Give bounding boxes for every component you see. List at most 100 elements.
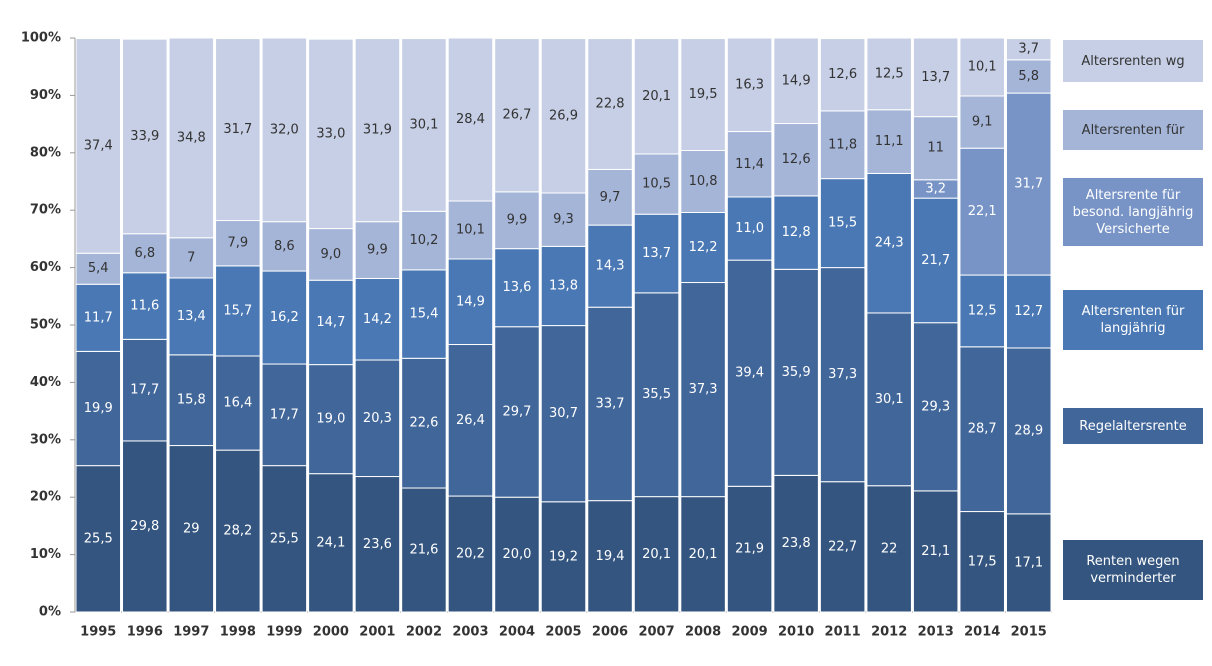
data-label: 35,9	[782, 365, 811, 380]
data-label: 16,4	[223, 396, 252, 411]
data-label: 17,5	[968, 554, 997, 569]
bar-segment	[261, 37, 308, 223]
bar-segment	[726, 37, 773, 133]
bar-segment	[261, 363, 308, 467]
data-label: 17,7	[270, 407, 299, 422]
data-label: 10,1	[456, 223, 485, 238]
x-tick-label: 2011	[825, 625, 861, 640]
data-label: 37,3	[689, 382, 718, 397]
bar-segment	[680, 282, 726, 498]
bar-segment	[773, 474, 819, 613]
bar-segment	[726, 131, 773, 198]
data-label: 9,9	[367, 243, 388, 258]
bar-segment	[959, 511, 1005, 613]
data-label: 35,5	[642, 387, 671, 402]
bar-segment	[959, 37, 1005, 97]
data-label: 11,8	[828, 137, 857, 152]
x-tick-label: 2010	[778, 625, 814, 640]
x-tick-label: 2012	[871, 625, 907, 640]
data-label: 21,6	[409, 543, 438, 558]
bar-segment	[122, 440, 168, 613]
bar-segment	[912, 322, 959, 492]
bar-segment	[122, 338, 168, 442]
bar-segment	[680, 496, 726, 613]
bar-segment	[354, 359, 401, 478]
bar-segment	[633, 292, 680, 498]
bar-segment	[819, 481, 866, 613]
data-label: 22,6	[409, 416, 438, 431]
data-label: 5,4	[88, 261, 109, 276]
bar-segment	[401, 210, 447, 271]
data-label: 39,4	[735, 366, 764, 381]
bar-segment	[819, 38, 866, 112]
x-tick-label: 2015	[1011, 625, 1047, 640]
bar-segment	[912, 197, 959, 324]
data-label: 22,7	[828, 539, 857, 554]
bar-segment	[1005, 513, 1052, 613]
data-label: 12,5	[968, 303, 997, 318]
bar-segment	[726, 485, 773, 613]
bar-segment	[75, 252, 122, 285]
bar-segment	[540, 38, 587, 194]
data-label: 23,6	[363, 537, 392, 552]
bar-segment	[633, 213, 680, 294]
bar-segment	[1005, 38, 1052, 61]
bar-segment	[819, 267, 866, 483]
data-label: 31,7	[223, 122, 252, 137]
data-label: 9,1	[972, 115, 993, 130]
bar-segment	[866, 109, 912, 174]
data-label: 20,3	[363, 411, 392, 426]
bar-segment	[75, 350, 122, 467]
data-label: 14,9	[456, 294, 485, 309]
bar-segment	[633, 496, 680, 613]
data-label: 12,6	[782, 152, 811, 167]
data-label: 19,2	[549, 549, 578, 564]
bar-segment	[494, 496, 540, 613]
bar-segment	[308, 38, 354, 230]
data-label: 12,6	[828, 67, 857, 82]
data-label: 30,1	[409, 117, 438, 132]
data-label: 37,3	[828, 367, 857, 382]
y-tick-label: 0%	[39, 605, 61, 620]
data-label: 15,8	[177, 393, 206, 408]
data-label: 21,1	[921, 544, 950, 559]
bar-segment	[773, 268, 819, 476]
bar-segment	[587, 38, 633, 170]
bar-segment	[401, 269, 447, 359]
bar-segment	[75, 38, 122, 254]
data-label: 19,9	[84, 401, 113, 416]
bar-segment	[168, 37, 215, 239]
data-label: 17,1	[1014, 555, 1043, 570]
data-label: 14,3	[596, 259, 625, 274]
bar-segment	[215, 355, 261, 451]
x-tick-label: 2007	[638, 625, 674, 640]
data-label: 13,7	[921, 70, 950, 85]
bar-segment	[447, 37, 494, 202]
data-label: 29,3	[921, 399, 950, 414]
data-label: 30,1	[875, 392, 904, 407]
x-tick-label: 2008	[685, 625, 721, 640]
x-tick-label: 2004	[499, 625, 535, 640]
bar-segment	[912, 490, 959, 613]
bar-segment	[401, 357, 447, 489]
data-label: 20,1	[689, 547, 718, 562]
y-tick-label: 100%	[21, 31, 61, 46]
bar-segment	[959, 346, 1005, 513]
bar-segment	[1005, 92, 1052, 276]
data-label: 9,7	[600, 190, 621, 205]
data-label: 25,5	[270, 531, 299, 546]
legend-entry: Altersrente für besond. langjährig Versi…	[1063, 178, 1203, 246]
data-label: 22,1	[968, 204, 997, 219]
x-tick-label: 2009	[732, 625, 768, 640]
bar-segment	[168, 237, 215, 279]
bar-segment	[215, 265, 261, 357]
data-label: 8,6	[274, 239, 295, 254]
data-label: 14,2	[363, 312, 392, 327]
data-label: 25,5	[84, 531, 113, 546]
bar-segment	[215, 38, 261, 222]
data-label: 13,8	[549, 278, 578, 293]
y-tick-label: 10%	[30, 547, 61, 562]
data-label: 29	[183, 521, 200, 536]
data-label: 20,1	[642, 89, 671, 104]
